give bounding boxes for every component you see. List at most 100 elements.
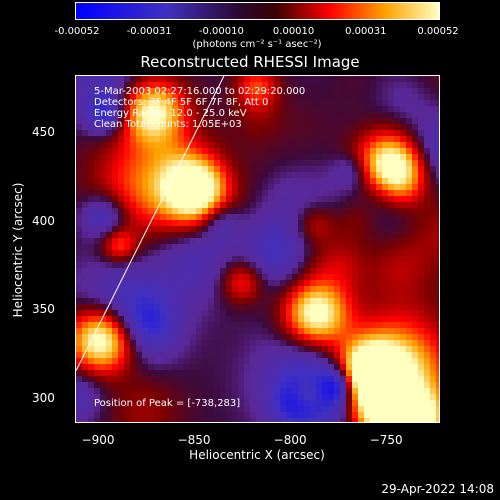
heatmap-cell xyxy=(298,100,304,106)
heatmap-cell xyxy=(322,166,328,172)
heatmap-cell xyxy=(406,118,412,124)
heatmap-cell xyxy=(244,274,250,280)
heatmap-cell xyxy=(178,166,184,172)
heatmap-cell xyxy=(106,184,112,190)
heatmap-cell xyxy=(406,280,412,286)
heatmap-cell xyxy=(100,250,106,256)
heatmap-cell xyxy=(400,376,406,382)
heatmap-cell xyxy=(370,172,376,178)
heatmap-cell xyxy=(310,220,316,226)
heatmap-cell xyxy=(412,262,418,268)
heatmap-cell xyxy=(364,106,370,112)
heatmap-cell xyxy=(154,136,160,142)
heatmap-cell xyxy=(112,286,118,292)
heatmap-cell xyxy=(220,364,226,370)
heatmap-cell xyxy=(310,310,316,316)
heatmap-cell xyxy=(298,88,304,94)
heatmap-cell xyxy=(256,316,262,322)
heatmap-cell xyxy=(310,346,316,352)
heatmap-cell xyxy=(382,334,388,340)
heatmap-cell xyxy=(388,94,394,100)
heatmap-cell xyxy=(328,118,334,124)
heatmap-cell xyxy=(238,100,244,106)
heatmap-cell xyxy=(406,160,412,166)
heatmap-cell xyxy=(142,214,148,220)
heatmap-cell xyxy=(406,328,412,334)
heatmap-cell xyxy=(208,232,214,238)
heatmap-cell xyxy=(244,334,250,340)
heatmap-cell xyxy=(82,394,88,400)
heatmap-cell xyxy=(82,244,88,250)
heatmap-cell xyxy=(112,124,118,130)
heatmap-cell xyxy=(202,364,208,370)
x-tick-label: −900 xyxy=(81,433,115,447)
heatmap-cell xyxy=(244,190,250,196)
heatmap-cell xyxy=(292,184,298,190)
heatmap-cell xyxy=(340,226,346,232)
heatmap-cell xyxy=(286,82,292,88)
heatmap-cell xyxy=(100,238,106,244)
heatmap-cell xyxy=(124,262,130,268)
heatmap-cell xyxy=(232,130,238,136)
heatmap-cell xyxy=(328,202,334,208)
heatmap-cell xyxy=(82,388,88,394)
heatmap-cell xyxy=(340,106,346,112)
heatmap-cell xyxy=(394,214,400,220)
heatmap-cell xyxy=(256,172,262,178)
heatmap-cell xyxy=(436,346,439,352)
heatmap-cell xyxy=(94,418,100,422)
heatmap-cell xyxy=(178,322,184,328)
heatmap-cell xyxy=(124,106,130,112)
heatmap-cell xyxy=(418,130,424,136)
heatmap-cell xyxy=(166,94,172,100)
heatmap-cell xyxy=(268,292,274,298)
heatmap-cell xyxy=(334,394,340,400)
heatmap-cell xyxy=(166,100,172,106)
heatmap-cell xyxy=(424,142,430,148)
heatmap-cell xyxy=(196,250,202,256)
heatmap-cell xyxy=(340,370,346,376)
heatmap-cell xyxy=(244,94,250,100)
heatmap-cell xyxy=(400,310,406,316)
heatmap-cell xyxy=(430,76,436,82)
heatmap-cell xyxy=(238,148,244,154)
heatmap-cell xyxy=(310,382,316,388)
heatmap-cell xyxy=(148,340,154,346)
heatmap-cell xyxy=(340,124,346,130)
heatmap-cell xyxy=(388,346,394,352)
heatmap-cell xyxy=(424,154,430,160)
heatmap-cell xyxy=(262,76,268,82)
heatmap-cell xyxy=(262,88,268,94)
heatmap-cell xyxy=(256,214,262,220)
heatmap-cell xyxy=(304,400,310,406)
heatmap-cell xyxy=(256,382,262,388)
heatmap-cell xyxy=(124,364,130,370)
heatmap-cell xyxy=(106,334,112,340)
heatmap-cell xyxy=(184,190,190,196)
heatmap-cell xyxy=(310,334,316,340)
heatmap-cell xyxy=(298,160,304,166)
heatmap-cell xyxy=(304,100,310,106)
heatmap-cell xyxy=(124,400,130,406)
heatmap-cell xyxy=(316,322,322,328)
heatmap-cell xyxy=(88,136,94,142)
heatmap-cell xyxy=(202,232,208,238)
heatmap-cell xyxy=(316,250,322,256)
heatmap-cell xyxy=(142,298,148,304)
heatmap-cell xyxy=(160,130,166,136)
heatmap-cell xyxy=(370,352,376,358)
heatmap-cell xyxy=(136,118,142,124)
heatmap-cell xyxy=(136,226,142,232)
heatmap-cell xyxy=(160,418,166,422)
heatmap-cell xyxy=(382,412,388,418)
heatmap-cell xyxy=(388,220,394,226)
heatmap-cell xyxy=(436,412,439,418)
heatmap-cell xyxy=(232,160,238,166)
heatmap-cell xyxy=(280,298,286,304)
heatmap-cell xyxy=(82,130,88,136)
heatmap-cell xyxy=(142,250,148,256)
heatmap-cell xyxy=(196,88,202,94)
heatmap-cell xyxy=(214,310,220,316)
heatmap-cell xyxy=(316,100,322,106)
colorbar xyxy=(75,2,440,20)
